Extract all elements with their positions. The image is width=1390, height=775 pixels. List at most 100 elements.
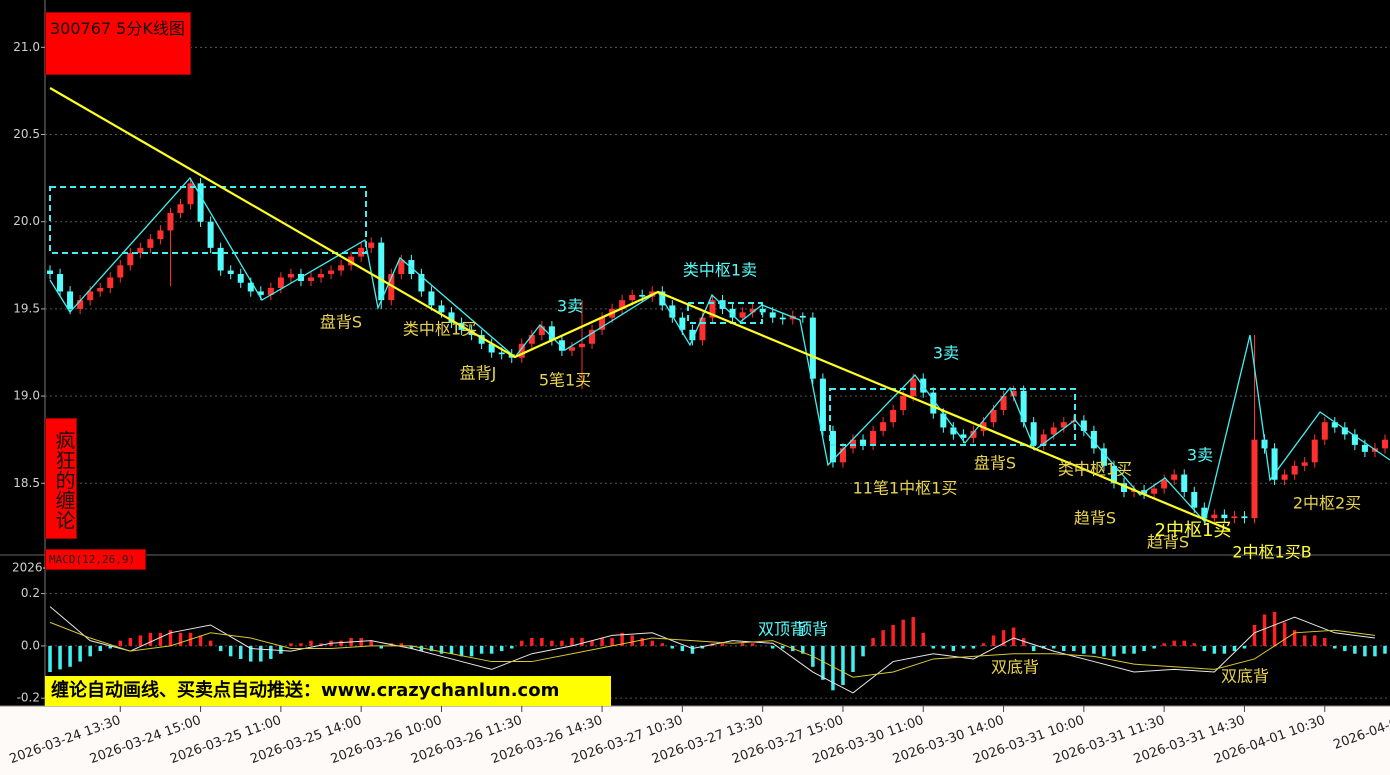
candle-body xyxy=(1381,439,1388,449)
candle-body xyxy=(1151,488,1158,494)
candle-body xyxy=(277,277,284,288)
candle-body xyxy=(368,242,375,248)
signal-label: 5笔1买 xyxy=(539,371,591,390)
signal-label: 盘背J xyxy=(460,364,497,383)
candle-body xyxy=(378,242,385,301)
candle-body xyxy=(839,448,846,463)
candle-body xyxy=(930,392,937,414)
candle-body xyxy=(348,256,355,266)
signal-label: 2中枢1买B xyxy=(1232,543,1311,562)
candle-body xyxy=(809,317,816,379)
grid-layer xyxy=(41,46,1390,712)
candle-body xyxy=(177,204,184,213)
candle-body xyxy=(729,308,736,318)
candle-body xyxy=(1050,427,1057,435)
candle-body xyxy=(558,340,565,351)
candle-body xyxy=(107,277,114,288)
signal-label: 趋背S xyxy=(1147,533,1189,552)
candle-body xyxy=(1030,422,1037,445)
candle-body xyxy=(1090,430,1097,449)
candle-body xyxy=(1361,444,1368,452)
title-box: 300767 5分K线图 xyxy=(45,12,191,75)
candle-body xyxy=(1221,514,1228,519)
candle-body xyxy=(1341,427,1348,435)
candle-body xyxy=(318,274,325,278)
candle-body xyxy=(639,294,646,297)
y-tick-label: -0.2 xyxy=(17,691,40,705)
candle-body xyxy=(829,430,836,463)
chanlun-overlay xyxy=(49,87,1390,532)
y-tick-label: 19.0 xyxy=(13,389,40,403)
segment-line xyxy=(49,87,1231,532)
marks-layer xyxy=(47,178,1388,694)
corner-label: 2026- xyxy=(12,561,47,575)
candle-body xyxy=(950,427,957,435)
y-tick-label: 18.5 xyxy=(13,476,40,490)
candle-body xyxy=(779,317,786,320)
candle-body xyxy=(438,305,445,313)
candle-body xyxy=(488,343,495,353)
candle-body xyxy=(799,315,806,318)
candle-body xyxy=(428,291,435,306)
x-axis-area xyxy=(0,706,1390,775)
candle-body xyxy=(880,422,887,431)
candle-body xyxy=(67,291,74,309)
side-label: 疯狂的缠论 xyxy=(45,418,77,539)
candle-body xyxy=(1301,462,1308,466)
signal-label: 3卖 xyxy=(1187,446,1213,465)
candle-body xyxy=(940,413,947,428)
candle-body xyxy=(237,274,244,283)
y-tick-label: 0.2 xyxy=(21,586,40,600)
y-tick-label: 0.0 xyxy=(21,638,40,652)
candle-body xyxy=(1321,422,1328,440)
candle-body xyxy=(749,308,756,313)
candle-body xyxy=(1121,483,1128,492)
candle-body xyxy=(769,312,776,318)
signal-label: 3卖 xyxy=(933,344,959,363)
signal-label: 11笔1中枢1买 xyxy=(853,479,958,498)
candle-body xyxy=(548,326,555,341)
signal-label: 盘背S xyxy=(974,454,1016,473)
candle-body xyxy=(498,352,505,355)
signal-label: 盘背S xyxy=(320,313,362,332)
candle-body xyxy=(157,230,164,240)
candle-body xyxy=(1020,390,1027,423)
candle-body xyxy=(1201,507,1208,519)
candle-body xyxy=(398,260,405,275)
candle-body xyxy=(819,378,826,431)
candle-body xyxy=(910,378,917,397)
candle-body xyxy=(87,291,94,301)
signal-label: 2中枢2买 xyxy=(1293,494,1361,513)
signal-label: 类中枢1卖 xyxy=(683,261,757,280)
candle-body xyxy=(528,335,535,344)
candle-body xyxy=(418,274,425,292)
y-tick-label: 20.0 xyxy=(13,214,40,228)
candle-body xyxy=(1161,479,1168,489)
candle-body xyxy=(1060,422,1067,428)
candle-body xyxy=(197,183,204,222)
candle-body xyxy=(1040,434,1047,445)
candle-body xyxy=(1251,439,1258,519)
candle-body xyxy=(1000,396,1007,411)
signal-label: 3卖 xyxy=(557,297,583,316)
candle-body xyxy=(990,410,997,423)
candle-body xyxy=(538,326,545,336)
candle-body xyxy=(287,274,294,278)
candle-body xyxy=(448,312,455,323)
candle-body xyxy=(870,430,877,445)
divergence-label: 双顶背 xyxy=(758,620,806,639)
candle-body xyxy=(1311,439,1318,463)
candle-body xyxy=(307,277,314,281)
y-tick-label: 20.5 xyxy=(13,127,40,141)
candle-body xyxy=(709,300,716,318)
candle-body xyxy=(227,270,234,275)
candle-body xyxy=(568,347,575,351)
candle-body xyxy=(47,270,54,275)
candle-body xyxy=(689,329,696,341)
candle-body xyxy=(619,300,626,309)
candle-body xyxy=(739,312,746,318)
candle-body xyxy=(1281,474,1288,480)
